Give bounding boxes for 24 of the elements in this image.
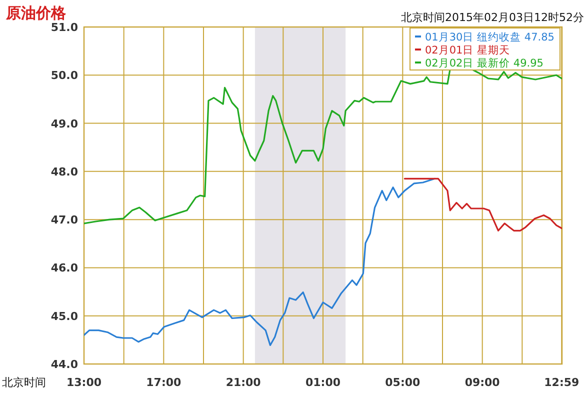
x-tick-label: 17:00 [146,376,182,389]
x-tick-label: 13:00 [66,376,102,389]
y-tick-label: 47.0 [50,214,78,227]
x-axis-title: 北京时间 [2,376,46,389]
chart-subtitle: 北京时间2015年02月03日12时52分 [401,11,584,24]
legend-label: 02月02日 最新价 49.95 [425,56,544,70]
y-tick-label: 51.0 [50,21,78,34]
x-tick-label: 01:00 [305,376,341,389]
x-tick-label: 21:00 [226,376,262,389]
line-series [84,68,562,224]
x-tick-label: 12:59 [544,376,580,389]
y-tick-label: 50.0 [50,69,78,82]
line-series [404,178,562,232]
legend-label: 02月01日 星期天 [425,44,510,56]
legend-label: 01月30日 纽约收盘 47.85 [425,32,554,44]
chart-title: 原油价格 [5,4,67,22]
x-tick-label: 09:00 [464,376,500,389]
y-tick-label: 44.0 [50,358,78,371]
y-tick-label: 46.0 [50,262,78,275]
y-tick-label: 48.0 [50,165,78,178]
y-tick-label: 49.0 [50,117,78,130]
y-tick-label: 45.0 [50,310,78,323]
line-series [84,178,436,346]
x-tick-label: 05:00 [385,376,421,389]
